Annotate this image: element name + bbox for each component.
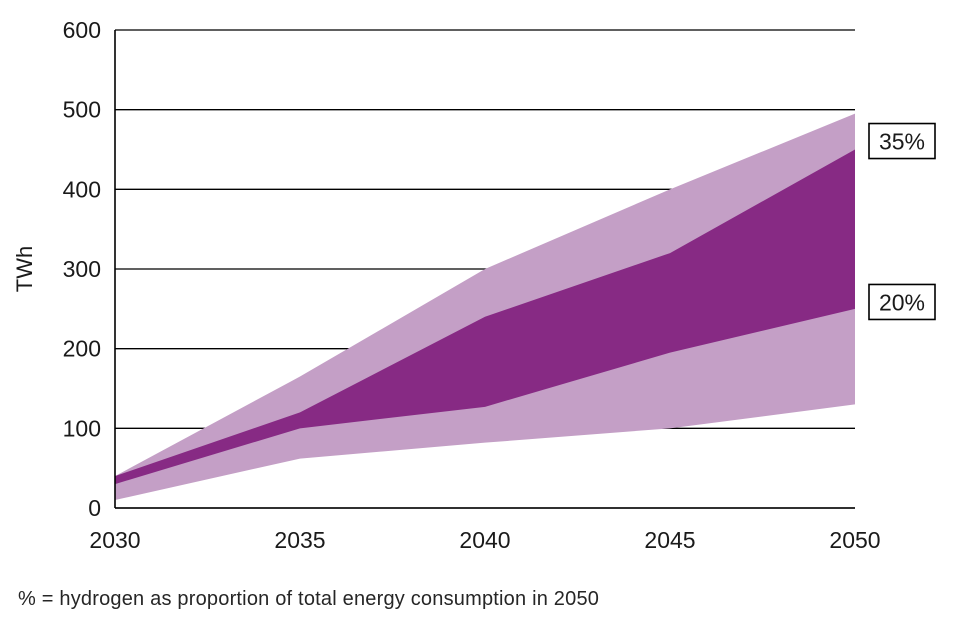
annotation-label: 35%	[879, 129, 925, 155]
x-tick-label-2040: 2040	[459, 527, 510, 553]
x-tick-label-2050: 2050	[829, 527, 880, 553]
annotation-35%: 35%	[868, 122, 936, 160]
y-tick-label-600: 600	[63, 17, 101, 43]
y-tick-label-300: 300	[63, 256, 101, 282]
y-axis-label: TWh	[12, 246, 37, 292]
chart-caption: % = hydrogen as proportion of total ener…	[18, 588, 600, 610]
y-tick-label-100: 100	[63, 415, 101, 441]
hydrogen-area-chart: 0 100 200 300 400 500 600 2030 2035 2040 2045 2050 T…	[12, 17, 936, 553]
y-tick-label-500: 500	[63, 97, 101, 123]
band-outer-range-light-purple	[115, 113, 855, 501]
x-tick-label-2035: 2035	[274, 527, 325, 553]
annotation-box	[868, 283, 936, 321]
annotation-box	[868, 122, 936, 160]
annotation-20%: 20%	[868, 283, 936, 321]
y-tick-label-400: 400	[63, 176, 101, 202]
y-tick-label-200: 200	[63, 336, 101, 362]
x-tick-label-2045: 2045	[644, 527, 695, 553]
annotation-label: 20%	[879, 289, 925, 315]
x-tick-label-2030: 2030	[89, 527, 140, 553]
band-inner-range-dark-purple	[115, 149, 855, 485]
y-tick-label-0: 0	[88, 495, 101, 521]
